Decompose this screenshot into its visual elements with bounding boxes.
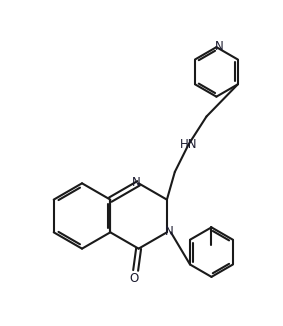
Text: N: N: [132, 176, 141, 189]
Text: HN: HN: [180, 138, 198, 151]
Text: O: O: [129, 272, 138, 285]
Text: N: N: [164, 225, 173, 238]
Text: N: N: [215, 40, 224, 53]
